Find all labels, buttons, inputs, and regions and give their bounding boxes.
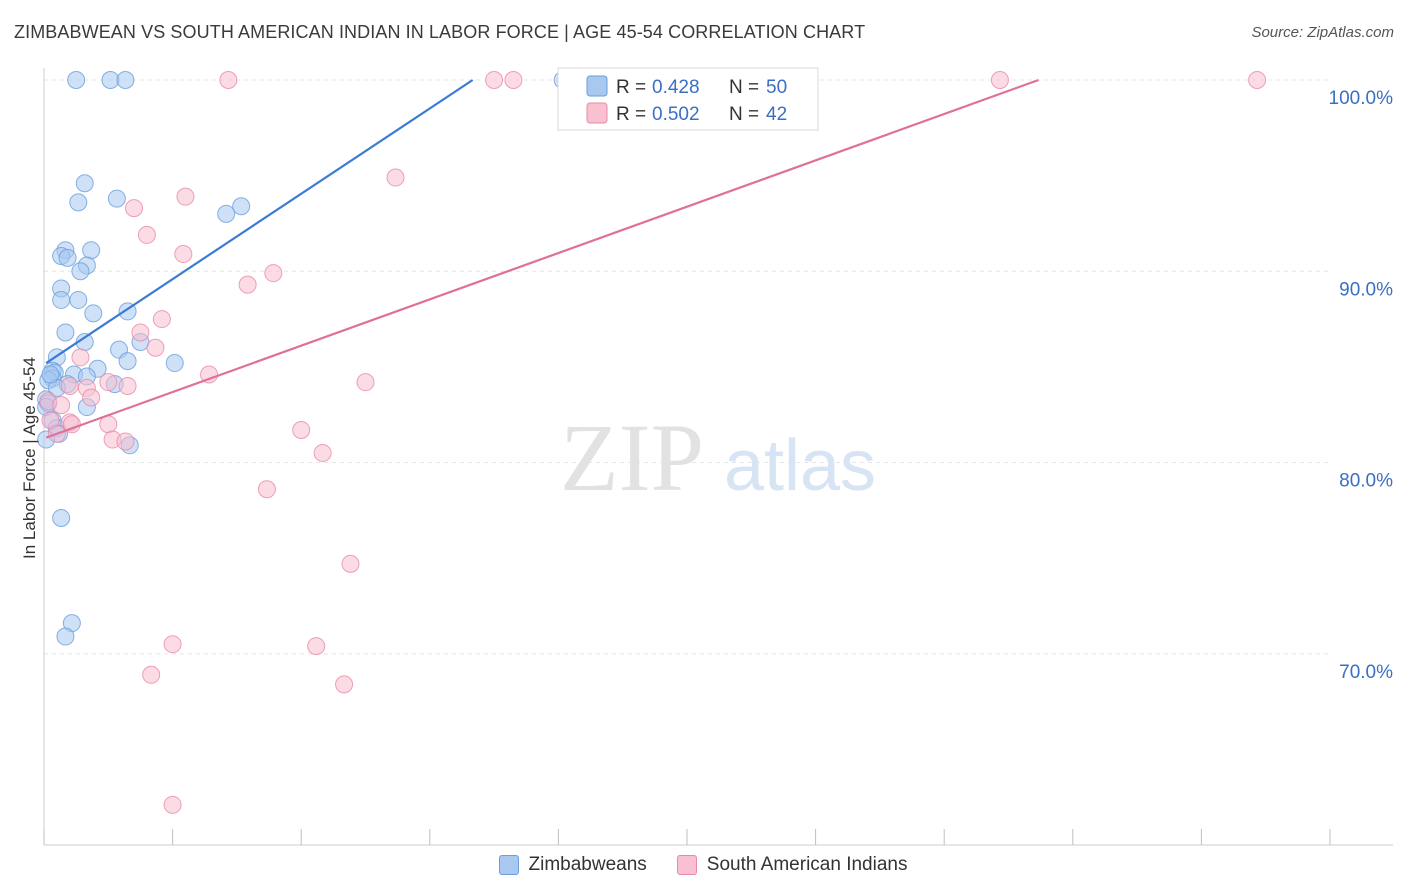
stats-swatch-south-american-indians <box>586 102 608 124</box>
point-zimbabweans-5 <box>69 193 88 212</box>
legend-label-south-american-indians: South American Indians <box>706 854 908 875</box>
trend-line-south-american-indians <box>45 78 1039 439</box>
point-south-american-indians-17 <box>200 365 219 384</box>
stats-n-value-1: 42 <box>766 104 787 125</box>
scatter-chart: ZIP atlas 100.0%90.0%80.0%70.0%0.0%30.0%… <box>20 67 1394 846</box>
stats-n-label-1: N = <box>729 104 759 125</box>
y-tick-label-80: 80.0% <box>1339 471 1393 492</box>
stats-legend: R = 0.428 N = 50 R = 0.502 N = 42 <box>557 67 819 131</box>
point-zimbabweans-14 <box>71 262 90 281</box>
point-zimbabweans-18 <box>84 304 103 323</box>
tick-labels: 100.0%90.0%80.0%70.0%0.0%30.0% <box>1329 88 1394 683</box>
point-south-american-indians-15 <box>146 338 165 357</box>
point-zimbabweans-2 <box>116 71 135 89</box>
stats-r-label-1: R = <box>616 104 646 125</box>
point-south-american-indians-14 <box>131 323 150 342</box>
stats-n-label-0: N = <box>729 77 759 98</box>
watermark: ZIP atlas <box>560 404 876 511</box>
point-south-american-indians-4 <box>990 71 1009 89</box>
stats-swatch-zimbabweans <box>586 75 608 97</box>
stats-r-value-0: 0.428 <box>652 77 700 98</box>
point-south-american-indians-30 <box>292 420 311 439</box>
point-south-american-indians-39 <box>335 675 354 694</box>
point-zimbabweans-17 <box>69 290 88 309</box>
point-south-american-indians-1 <box>485 71 504 89</box>
point-south-american-indians-8 <box>125 199 144 218</box>
point-south-american-indians-35 <box>341 554 360 573</box>
point-zimbabweans-49 <box>41 365 60 384</box>
point-south-american-indians-20 <box>118 377 137 395</box>
point-south-american-indians-7 <box>176 187 195 206</box>
point-zimbabweans-47 <box>56 627 75 646</box>
watermark-atlas: atlas <box>724 426 876 506</box>
y-tick-label-70: 70.0% <box>1339 662 1393 683</box>
point-zimbabweans-20 <box>56 323 75 342</box>
point-south-american-indians-19 <box>99 373 118 392</box>
point-south-american-indians-38 <box>142 665 161 684</box>
chart-source: Source: ZipAtlas.com <box>1251 24 1394 41</box>
point-zimbabweans-26 <box>165 354 184 373</box>
trend-lines <box>45 78 1039 439</box>
point-south-american-indians-5 <box>1248 71 1267 89</box>
point-zimbabweans-10 <box>82 241 101 260</box>
y-tick-label-90: 90.0% <box>1339 279 1393 300</box>
legend-label-zimbabweans: Zimbabweans <box>528 854 647 875</box>
point-south-american-indians-9 <box>137 225 156 244</box>
point-zimbabweans-0 <box>67 71 86 89</box>
point-south-american-indians-40 <box>163 795 182 814</box>
point-zimbabweans-6 <box>107 189 126 208</box>
point-zimbabweans-45 <box>52 508 71 527</box>
point-south-american-indians-2 <box>504 71 523 89</box>
point-south-american-indians-23 <box>82 388 101 407</box>
series-legend: Zimbabweans South American Indians <box>0 850 1406 880</box>
legend-swatch-south-american-indians <box>676 855 697 875</box>
point-south-american-indians-0 <box>219 71 238 89</box>
stats-r-value-1: 0.502 <box>652 104 700 125</box>
point-zimbabweans-7 <box>217 204 236 223</box>
chart-title: ZIMBABWEAN VS SOUTH AMERICAN INDIAN IN L… <box>14 22 866 42</box>
stats-n-value-0: 50 <box>766 77 787 98</box>
trend-line-zimbabweans <box>45 79 474 364</box>
watermark-zip: ZIP <box>560 404 704 511</box>
point-south-american-indians-11 <box>264 264 283 283</box>
gridlines <box>44 79 1330 655</box>
point-south-american-indians-18 <box>356 373 375 392</box>
point-south-american-indians-13 <box>152 310 171 329</box>
point-south-american-indians-34 <box>257 480 276 499</box>
axes <box>43 68 1393 846</box>
point-south-american-indians-25 <box>52 396 71 415</box>
point-south-american-indians-22 <box>60 377 79 395</box>
point-zimbabweans-1 <box>101 71 120 89</box>
point-zimbabweans-12 <box>58 248 77 267</box>
point-zimbabweans-16 <box>52 290 71 309</box>
point-south-american-indians-6 <box>386 168 405 187</box>
point-zimbabweans-8 <box>232 197 251 216</box>
point-south-american-indians-10 <box>174 245 193 264</box>
legend-swatch-zimbabweans <box>498 855 519 875</box>
point-south-american-indians-32 <box>116 432 135 451</box>
y-axis-label: In Labor Force | Age 45-54 <box>20 357 39 559</box>
point-south-american-indians-16 <box>71 348 90 367</box>
point-south-american-indians-33 <box>313 443 332 462</box>
y-tick-label-100: 100.0% <box>1329 88 1394 109</box>
stats-r-label-0: R = <box>616 77 646 98</box>
point-zimbabweans-4 <box>75 174 94 193</box>
legend-item-south-american-indians: South American Indians <box>676 854 908 876</box>
point-south-american-indians-12 <box>238 275 257 294</box>
legend-item-zimbabweans: Zimbabweans <box>498 854 647 876</box>
point-south-american-indians-37 <box>307 637 326 656</box>
point-south-american-indians-36 <box>163 635 182 654</box>
point-zimbabweans-25 <box>118 352 137 371</box>
